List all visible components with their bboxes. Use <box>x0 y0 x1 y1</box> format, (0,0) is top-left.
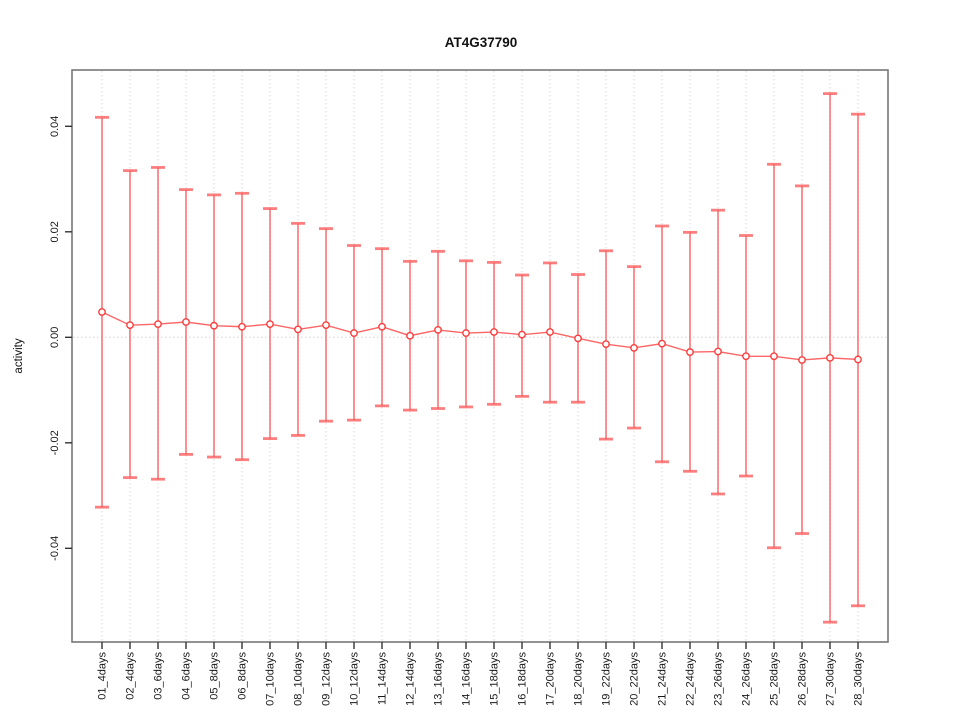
series-line <box>101 311 859 361</box>
y-tick-label: -0.02 <box>49 430 61 455</box>
data-point <box>770 352 778 361</box>
data-point <box>238 322 246 331</box>
x-tick-label: 24_26days <box>741 652 753 706</box>
data-point <box>406 331 414 340</box>
x-tick-label: 16_18days <box>517 652 529 706</box>
x-tick-label: 23_26days <box>713 652 725 706</box>
x-tick-label: 07_10days <box>265 652 277 706</box>
data-point <box>490 328 498 336</box>
x-tick-label: 03_6days <box>153 652 165 700</box>
x-tick-label: 18_20days <box>573 652 585 706</box>
y-tick-label: 0.02 <box>49 221 61 242</box>
data-point <box>126 321 134 330</box>
data-point <box>630 343 638 352</box>
x-tick-label: 12_14days <box>405 652 417 706</box>
x-tick-label: 01_4days <box>97 652 109 700</box>
data-point <box>714 347 722 356</box>
x-tick-label: 06_8days <box>237 652 249 700</box>
x-tick-label: 14_16days <box>461 652 473 706</box>
data-point <box>574 334 582 343</box>
y-tick-label: 0.04 <box>49 116 61 137</box>
data-point <box>602 340 610 349</box>
x-tick-label: 26_28days <box>797 652 809 706</box>
x-tick-label: 21_24days <box>657 652 669 706</box>
data-point <box>742 352 750 361</box>
data-point <box>154 320 162 329</box>
x-tick-label: 02_4days <box>125 652 137 700</box>
series-line-layer <box>101 311 859 361</box>
data-point <box>686 348 694 356</box>
data-point <box>798 356 806 364</box>
data-point <box>462 329 470 337</box>
y-tick-label: -0.04 <box>49 536 61 561</box>
x-tick-label: 22_24days <box>685 652 697 706</box>
x-tick-label: 09_12days <box>321 652 333 706</box>
data-point <box>294 325 302 334</box>
y-axis-label: activity <box>13 338 25 373</box>
data-point <box>826 353 834 362</box>
x-tick-label: 19_22days <box>601 652 613 706</box>
data-point <box>266 320 274 329</box>
x-tick-label: 11_14days <box>377 652 389 706</box>
x-tick-label: 05_8days <box>209 652 221 700</box>
data-point <box>854 355 862 364</box>
x-tick-label: 17_20days <box>545 652 557 706</box>
data-point <box>658 339 666 348</box>
x-tick-label: 15_18days <box>489 652 501 706</box>
data-point <box>518 330 526 339</box>
y-tick-label: 0.00 <box>49 327 61 348</box>
data-point <box>546 328 554 336</box>
x-tick-label: 25_28days <box>769 652 781 706</box>
x-tick-label: 28_30days <box>853 652 865 706</box>
x-tick-label: 08_10days <box>293 652 305 706</box>
data-point <box>210 321 218 330</box>
data-point <box>378 322 386 331</box>
data-point <box>350 329 358 337</box>
x-tick-label: 10_12days <box>349 652 361 706</box>
x-tick-label: 20_22days <box>629 652 641 706</box>
axes-layer: 0.04 0.02 0.00 -0.02 -0.04 01_4days 02_4days 03… <box>49 69 889 706</box>
chart-title: AT4G37790 <box>445 35 518 50</box>
data-point <box>98 308 106 316</box>
plot-border <box>71 69 889 643</box>
x-tick-label: 13_16days <box>433 652 445 706</box>
data-point <box>322 321 330 330</box>
x-tick-label: 27_30days <box>825 652 837 706</box>
data-points-layer <box>98 308 862 364</box>
data-point <box>434 326 442 334</box>
x-tick-label: 04_6days <box>181 652 193 700</box>
data-point <box>182 318 190 326</box>
